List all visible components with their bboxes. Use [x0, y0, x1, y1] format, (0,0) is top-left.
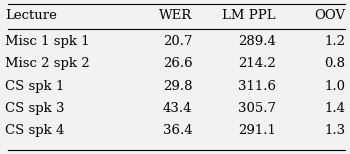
Text: 1.0: 1.0: [324, 80, 345, 93]
Text: OOV: OOV: [314, 9, 345, 22]
Text: CS spk 1: CS spk 1: [5, 80, 64, 93]
Text: 1.4: 1.4: [324, 102, 345, 115]
Text: 1.3: 1.3: [324, 124, 345, 138]
Text: 1.2: 1.2: [324, 35, 345, 48]
Text: LM PPL: LM PPL: [222, 9, 276, 22]
Text: 29.8: 29.8: [163, 80, 192, 93]
Text: 214.2: 214.2: [238, 57, 276, 70]
Text: 289.4: 289.4: [238, 35, 276, 48]
Text: 20.7: 20.7: [163, 35, 192, 48]
Text: 26.6: 26.6: [163, 57, 192, 70]
Text: CS spk 3: CS spk 3: [5, 102, 64, 115]
Text: Misc 2 spk 2: Misc 2 spk 2: [5, 57, 90, 70]
Text: 305.7: 305.7: [238, 102, 276, 115]
Text: WER: WER: [159, 9, 192, 22]
Text: 311.6: 311.6: [238, 80, 276, 93]
Text: CS spk 4: CS spk 4: [5, 124, 64, 138]
Text: Lecture: Lecture: [5, 9, 57, 22]
Text: 36.4: 36.4: [163, 124, 192, 138]
Text: 0.8: 0.8: [324, 57, 345, 70]
Text: 291.1: 291.1: [238, 124, 276, 138]
Text: Misc 1 spk 1: Misc 1 spk 1: [5, 35, 90, 48]
Text: 43.4: 43.4: [163, 102, 192, 115]
